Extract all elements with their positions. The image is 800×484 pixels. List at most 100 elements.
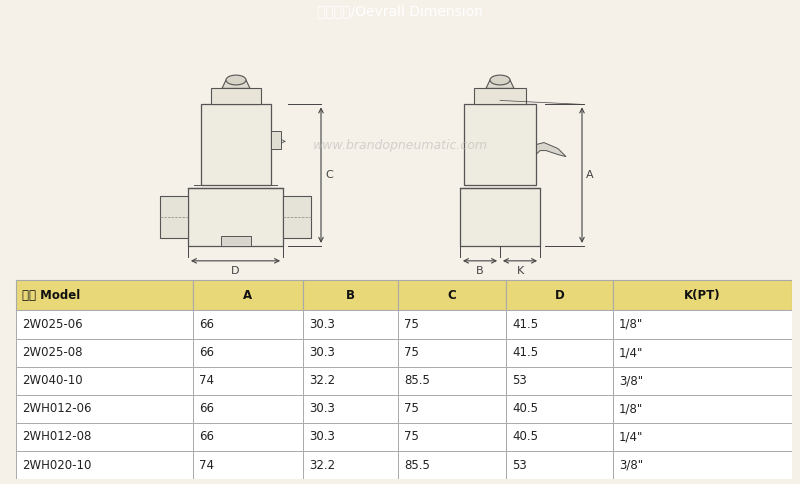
Bar (398, 280, 506, 310)
Text: 40.5: 40.5 (512, 402, 538, 415)
Bar (506, 310, 613, 339)
Bar (193, 451, 303, 479)
Ellipse shape (226, 75, 246, 85)
Bar (188, 188, 283, 246)
Bar (474, 89, 526, 105)
Text: 外形尺寸/Oevrall Dimension: 外形尺寸/Oevrall Dimension (317, 4, 483, 18)
Text: C: C (325, 170, 333, 180)
Bar (398, 451, 506, 479)
Bar (303, 395, 398, 423)
Polygon shape (486, 80, 514, 89)
Ellipse shape (495, 212, 505, 222)
Bar (271, 131, 281, 149)
Text: 2WH012-06: 2WH012-06 (22, 402, 91, 415)
Bar (506, 451, 613, 479)
Text: 66: 66 (199, 346, 214, 359)
Text: 2WH012-08: 2WH012-08 (22, 430, 91, 443)
Text: K(PT): K(PT) (684, 289, 721, 302)
Bar (398, 423, 506, 451)
Bar (303, 310, 398, 339)
Polygon shape (536, 143, 566, 157)
Bar (303, 451, 398, 479)
Bar (506, 280, 613, 310)
Bar (506, 395, 613, 423)
Bar (613, 367, 792, 395)
Bar (613, 280, 792, 310)
Text: 66: 66 (199, 318, 214, 331)
Bar (398, 367, 506, 395)
Bar (16, 280, 193, 310)
Bar (201, 105, 271, 185)
Text: 75: 75 (404, 430, 419, 443)
Text: 30.3: 30.3 (309, 402, 335, 415)
Bar (211, 89, 261, 105)
Bar (303, 423, 398, 451)
Bar (303, 367, 398, 395)
Bar (303, 280, 398, 310)
Text: 30.3: 30.3 (309, 346, 335, 359)
Bar (613, 339, 792, 367)
Text: D: D (554, 289, 564, 302)
Bar (613, 423, 792, 451)
Text: 2W025-06: 2W025-06 (22, 318, 82, 331)
Bar (160, 196, 188, 238)
Bar (193, 367, 303, 395)
Polygon shape (222, 80, 250, 89)
Text: 1/8": 1/8" (619, 402, 643, 415)
Text: 40.5: 40.5 (512, 430, 538, 443)
Text: 66: 66 (199, 430, 214, 443)
Text: 85.5: 85.5 (404, 459, 430, 471)
Bar (283, 196, 311, 238)
Bar (16, 395, 193, 423)
Bar (16, 339, 193, 367)
Bar (398, 395, 506, 423)
Bar (613, 395, 792, 423)
Text: B: B (346, 289, 355, 302)
Ellipse shape (476, 193, 524, 241)
Text: C: C (448, 289, 456, 302)
Bar (16, 451, 193, 479)
Text: 2WH020-10: 2WH020-10 (22, 459, 91, 471)
Bar (613, 451, 792, 479)
Text: 66: 66 (199, 402, 214, 415)
Text: 30.3: 30.3 (309, 430, 335, 443)
Text: 30.3: 30.3 (309, 318, 335, 331)
Text: 41.5: 41.5 (512, 346, 538, 359)
Text: 2W040-10: 2W040-10 (22, 374, 82, 387)
Bar (460, 188, 540, 246)
Text: 74: 74 (199, 459, 214, 471)
Text: 74: 74 (199, 374, 214, 387)
Text: 53: 53 (512, 374, 526, 387)
Text: B: B (476, 266, 484, 276)
Bar (506, 339, 613, 367)
Text: 3/8": 3/8" (619, 459, 643, 471)
Bar (506, 367, 613, 395)
Bar (506, 423, 613, 451)
Text: 1/4": 1/4" (619, 430, 643, 443)
Bar (303, 339, 398, 367)
Text: 3/8": 3/8" (619, 374, 643, 387)
Text: K: K (516, 266, 524, 276)
Text: 32.2: 32.2 (309, 459, 335, 471)
Text: 53: 53 (512, 459, 526, 471)
Bar (613, 310, 792, 339)
Text: 75: 75 (404, 402, 419, 415)
Text: 32.2: 32.2 (309, 374, 335, 387)
Bar (221, 236, 250, 246)
Bar (464, 105, 536, 185)
Ellipse shape (490, 75, 510, 85)
Text: D: D (231, 266, 240, 276)
Bar (193, 423, 303, 451)
Text: 41.5: 41.5 (512, 318, 538, 331)
Text: 1/4": 1/4" (619, 346, 643, 359)
Bar (16, 367, 193, 395)
Bar (398, 339, 506, 367)
Bar (193, 339, 303, 367)
Bar (193, 280, 303, 310)
Text: www.brandopneumatic.com: www.brandopneumatic.com (313, 139, 487, 152)
Text: A: A (243, 289, 253, 302)
Text: 2W025-08: 2W025-08 (22, 346, 82, 359)
Text: 1/8": 1/8" (619, 318, 643, 331)
Text: A: A (586, 170, 594, 180)
Ellipse shape (486, 203, 514, 231)
